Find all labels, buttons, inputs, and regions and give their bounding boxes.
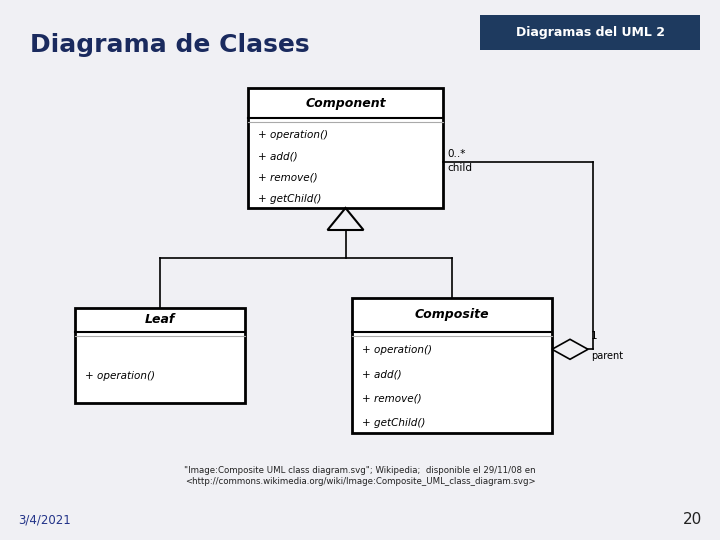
Text: Composite: Composite xyxy=(415,308,490,321)
Text: "Image:Composite UML class diagram.svg"; Wikipedia;  disponible el 29/11/08 en
<: "Image:Composite UML class diagram.svg";… xyxy=(184,467,536,485)
Text: + operation(): + operation() xyxy=(362,346,432,355)
Text: + remove(): + remove() xyxy=(258,173,318,183)
Text: 20: 20 xyxy=(683,512,702,528)
Text: + add(): + add() xyxy=(258,151,297,161)
Text: + getChild(): + getChild() xyxy=(258,194,321,205)
Text: Diagrama de Clases: Diagrama de Clases xyxy=(30,33,310,57)
Bar xyxy=(480,15,700,50)
Text: + remove(): + remove() xyxy=(362,394,422,404)
Text: + add(): + add() xyxy=(362,370,402,380)
Bar xyxy=(75,308,245,403)
Text: Component: Component xyxy=(305,97,386,110)
Text: 1: 1 xyxy=(591,332,598,341)
Bar xyxy=(248,88,443,208)
Text: Leaf: Leaf xyxy=(145,313,175,326)
Text: + operation(): + operation() xyxy=(258,130,328,140)
Text: 3/4/2021: 3/4/2021 xyxy=(18,514,71,526)
Text: + getChild(): + getChild() xyxy=(362,418,426,428)
Text: + operation(): + operation() xyxy=(85,371,155,381)
Text: Diagramas del UML 2: Diagramas del UML 2 xyxy=(516,26,665,39)
Bar xyxy=(352,298,552,433)
Text: parent: parent xyxy=(591,352,623,361)
Text: 0..*: 0..* xyxy=(447,150,465,159)
Text: child: child xyxy=(447,164,472,173)
